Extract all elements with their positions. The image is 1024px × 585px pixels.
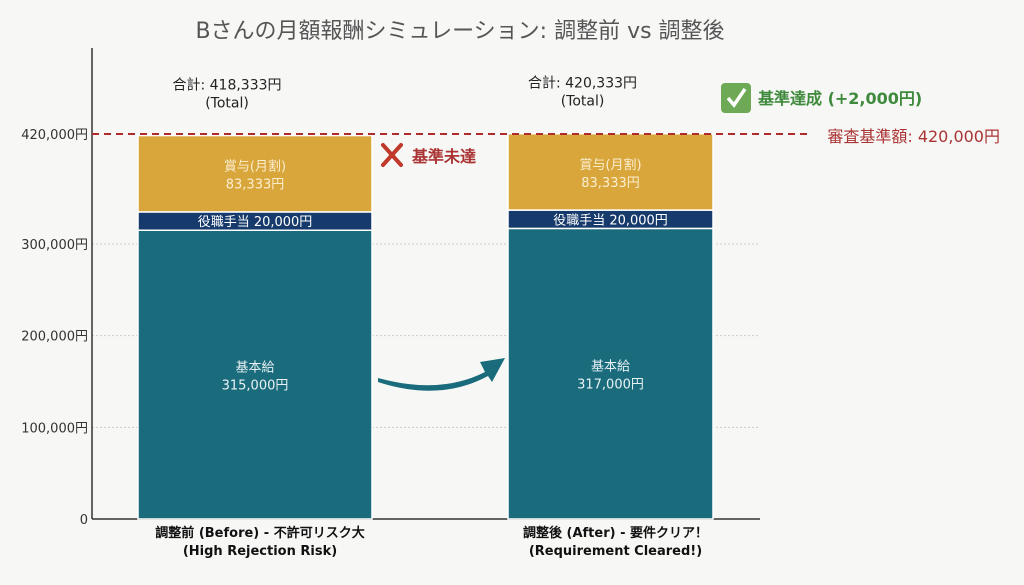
- x-category-sublabel: (Requirement Cleared!): [529, 544, 702, 559]
- bar-segment: [137, 229, 373, 520]
- segment-label: 賞与(月割): [224, 159, 286, 175]
- y-tick-label: 300,000円: [21, 238, 88, 253]
- y-tick-label: 100,000円: [21, 421, 88, 436]
- x-icon: [381, 143, 403, 167]
- segment-value: 315,000円: [222, 379, 289, 394]
- segment-label: 役職手当 20,000円: [198, 215, 313, 230]
- segment-value: 83,333円: [226, 178, 285, 193]
- fail-annotation: 基準未達: [381, 143, 476, 167]
- total-label: 合計: 420,333円: [528, 76, 637, 92]
- pass-annotation: 基準達成 (+2,000円): [721, 83, 922, 113]
- y-tick-label: 420,000円: [21, 128, 88, 143]
- x-category-label: 調整後 (After) - 要件クリア！: [523, 525, 708, 541]
- y-tick-label: 0: [80, 513, 88, 528]
- x-category-label: 調整前 (Before) - 不許可リスク大: [155, 525, 364, 541]
- arrow-icon: [378, 358, 505, 391]
- bar-segment: [507, 227, 714, 520]
- bar-segment: [507, 132, 714, 211]
- segment-value: 83,333円: [581, 176, 640, 191]
- threshold-label: 審査基準額: 420,000円: [827, 127, 1000, 146]
- pass-text: 基準達成 (+2,000円): [757, 89, 922, 108]
- x-category-sublabel: (High Rejection Risk): [183, 544, 337, 559]
- total-sub: (Total): [561, 94, 605, 110]
- total-sub: (Total): [205, 96, 249, 112]
- fail-text: 基準未達: [411, 147, 476, 166]
- total-label: 合計: 418,333円: [172, 78, 281, 94]
- segment-label: 基本給: [235, 361, 274, 376]
- segment-value: 317,000円: [577, 378, 644, 393]
- y-tick-label: 200,000円: [21, 330, 88, 345]
- chart-title: Bさんの月額報酬シミュレーション: 調整前 vs 調整後: [195, 19, 724, 44]
- segment-label: 役職手当 20,000円: [553, 213, 668, 228]
- bar-segment: [137, 134, 373, 213]
- segment-label: 賞与(月割): [579, 157, 641, 173]
- segment-label: 基本給: [591, 360, 630, 375]
- check-icon: [721, 83, 751, 113]
